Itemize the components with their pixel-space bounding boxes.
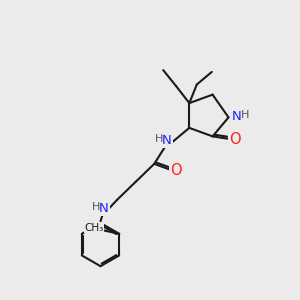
Text: N: N (162, 134, 172, 147)
Text: CH₃: CH₃ (85, 223, 104, 233)
Text: H: H (241, 110, 249, 120)
Text: N: N (99, 202, 109, 215)
Text: N: N (232, 110, 242, 123)
Text: H: H (154, 134, 163, 144)
Text: H: H (92, 202, 100, 212)
Text: O: O (229, 132, 241, 147)
Text: O: O (170, 163, 182, 178)
